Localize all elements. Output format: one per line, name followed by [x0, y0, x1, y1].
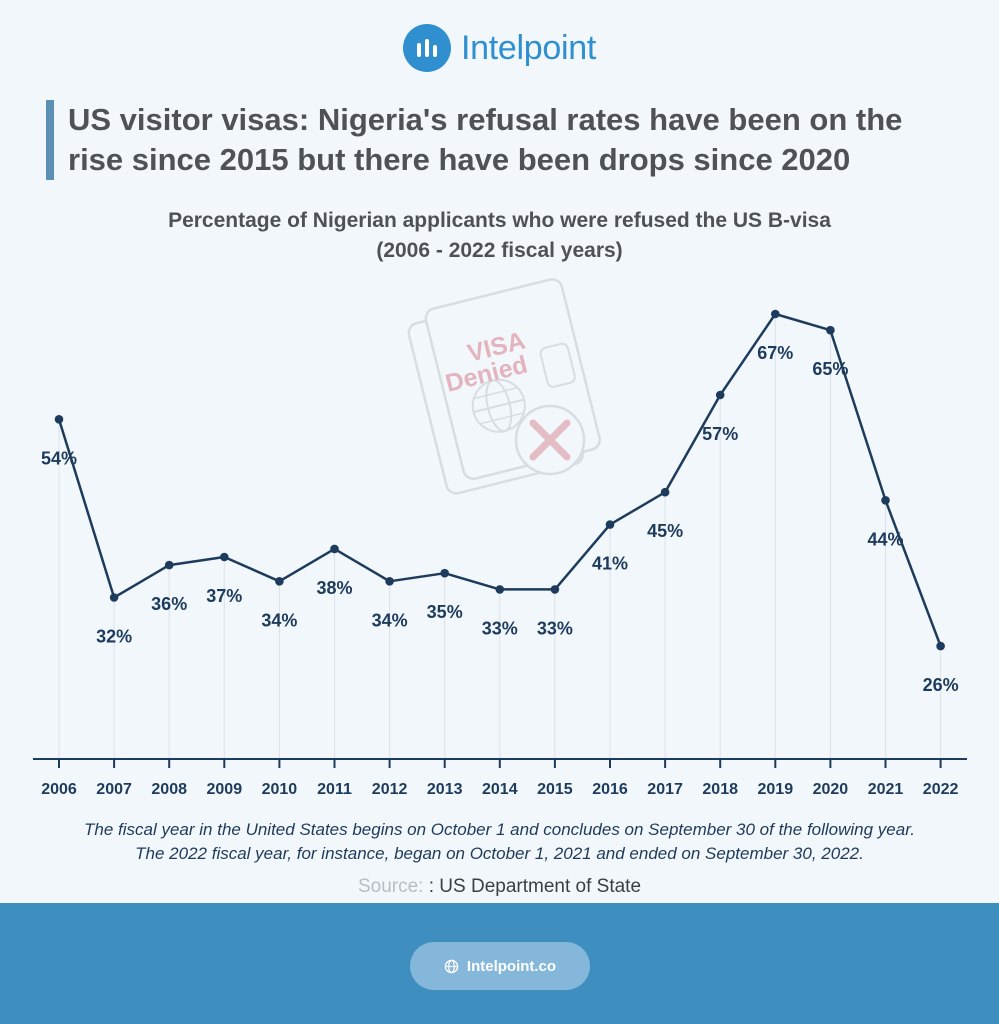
data-label: 33% — [537, 618, 573, 638]
data-point — [164, 560, 174, 570]
data-label: 34% — [372, 610, 408, 630]
data-point — [440, 568, 450, 578]
data-label: 65% — [812, 359, 848, 379]
data-point — [495, 585, 505, 594]
data-label: 26% — [923, 675, 959, 695]
data-label: 34% — [261, 610, 297, 630]
data-point — [54, 415, 64, 424]
x-tick-label: 2013 — [427, 781, 463, 798]
footer: Intelpoint.co — [0, 903, 999, 1024]
line-chart: VISA Denied 54% 32% 36% 37% 34% 38% 34% 35% 33% 3… — [33, 278, 967, 798]
data-point — [936, 641, 945, 651]
website-label: Intelpoint.co — [466, 957, 557, 975]
chart-title-text: Percentage of Nigerian applicants who we… — [168, 209, 831, 232]
source: Source: : US Department of State — [0, 876, 999, 898]
headline: US visitor visas: Nigeria's refusal rate… — [46, 100, 988, 180]
x-tick-label: 2006 — [41, 781, 77, 798]
footnote-line-1: The fiscal year in the United States beg… — [84, 820, 915, 839]
data-label: 45% — [647, 521, 683, 541]
bar-chart-icon — [403, 24, 451, 72]
data-label: 36% — [151, 594, 187, 614]
data-point — [550, 585, 560, 594]
data-labels: 54% 32% 36% 37% 34% 38% 34% 35% 33% 33% 41% 45% 57% 6… — [41, 343, 959, 695]
x-tick-label: 2010 — [262, 781, 298, 798]
data-points — [54, 309, 945, 651]
x-tick-label: 2018 — [702, 781, 738, 798]
x-tick-label: 2017 — [647, 781, 683, 798]
x-tick-label: 2015 — [537, 781, 573, 798]
data-label: 54% — [41, 448, 77, 468]
x-tick-label: 2008 — [151, 781, 187, 798]
data-label: 67% — [757, 343, 793, 363]
source-value: : US Department of State — [428, 876, 642, 897]
data-label: 35% — [427, 602, 463, 622]
data-point — [660, 487, 670, 497]
close-icon — [529, 419, 571, 461]
headline-line-1: US visitor visas: Nigeria's refusal rate… — [68, 102, 903, 137]
data-point — [826, 325, 835, 335]
x-tick-label: 2009 — [207, 781, 243, 798]
x-tick-label: 2020 — [813, 781, 849, 798]
chart-title: Percentage of Nigerian applicants who we… — [0, 206, 999, 266]
data-point — [385, 577, 394, 586]
x-tick-label: 2016 — [592, 781, 628, 798]
data-label: 38% — [316, 578, 352, 598]
globe-icon — [444, 959, 459, 973]
x-tick-label: 2021 — [868, 781, 904, 798]
x-axis-labels: 2006 2007 2008 2009 2010 2011 2012 2013 2014 2015… — [41, 781, 958, 798]
x-tick-label: 2022 — [923, 781, 959, 798]
data-point — [109, 593, 119, 602]
x-tick-label: 2012 — [372, 781, 408, 798]
x-tick-label: 2014 — [482, 781, 518, 798]
brand-logo: Intelpoint — [0, 24, 999, 72]
data-point — [330, 544, 339, 554]
data-label: 57% — [702, 424, 738, 444]
source-label: Source: — [357, 876, 424, 897]
data-point — [275, 577, 284, 586]
data-label: 32% — [96, 627, 132, 647]
data-label: 41% — [592, 554, 628, 574]
passport-illustration: VISA Denied — [407, 278, 601, 495]
footnote: The fiscal year in the United States beg… — [0, 818, 999, 866]
headline-line-2: rise since 2015 but there have been drop… — [68, 142, 851, 177]
guide-lines — [58, 314, 942, 759]
data-point — [771, 309, 780, 319]
brand-name: Intelpoint — [461, 28, 596, 67]
x-axis-ticks — [58, 759, 942, 768]
data-label: 44% — [867, 529, 903, 549]
data-label: 37% — [206, 586, 242, 606]
data-point — [605, 520, 615, 529]
data-point — [881, 496, 890, 505]
x-tick-label: 2011 — [317, 781, 352, 798]
website-button[interactable]: Intelpoint.co — [410, 942, 590, 990]
chart-subtitle-text: (2006 - 2022 fiscal years) — [376, 239, 623, 262]
x-tick-label: 2019 — [758, 781, 794, 798]
data-label: 33% — [482, 618, 518, 638]
data-point — [715, 390, 725, 400]
footnote-line-2: The 2022 fiscal year, for instance, bega… — [135, 844, 864, 863]
data-point — [220, 552, 229, 562]
x-tick-label: 2007 — [96, 781, 132, 798]
